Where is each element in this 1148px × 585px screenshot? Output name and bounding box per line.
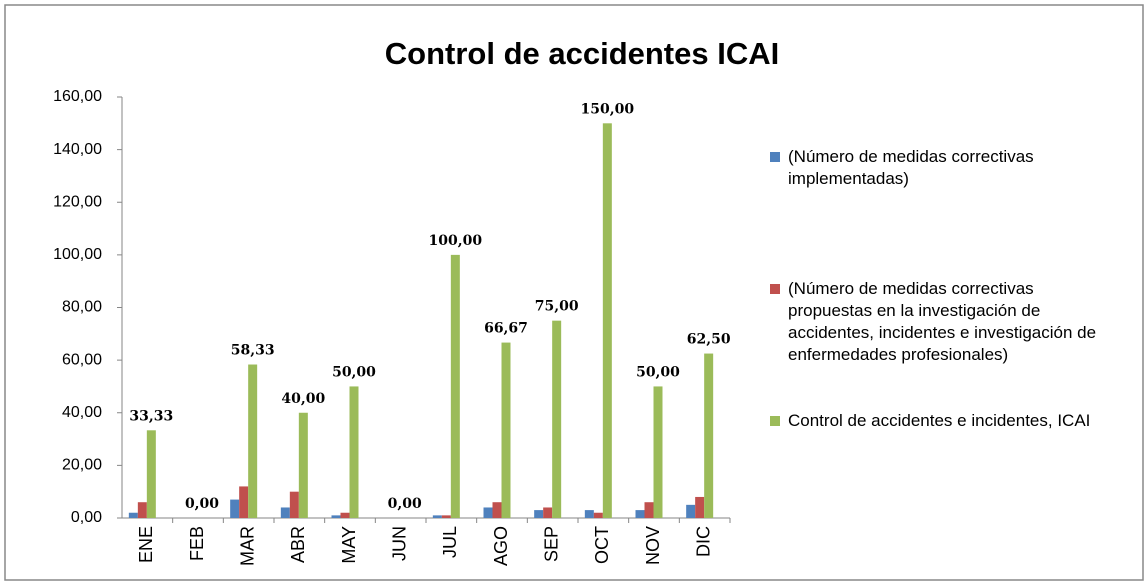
value-label: 150,00 (581, 101, 635, 117)
x-tick-label: JUL (440, 526, 460, 558)
bar (146, 430, 156, 518)
y-tick-label: 140,00 (53, 141, 102, 158)
value-label: 75,00 (535, 299, 579, 315)
value-label: 50,00 (636, 364, 680, 380)
y-tick-label: 80,00 (62, 299, 102, 316)
legend-swatch (770, 416, 780, 426)
bar (230, 499, 240, 518)
chart-border (4, 4, 1144, 581)
x-tick-label: ENE (136, 526, 156, 563)
bar (128, 512, 138, 518)
bar (432, 515, 442, 518)
bar (340, 512, 350, 518)
bar (137, 502, 147, 518)
bar (239, 486, 249, 518)
value-label: 50,00 (332, 364, 376, 380)
value-label: 100,00 (429, 233, 483, 249)
x-tick-label: DIC (693, 526, 713, 557)
legend-entry: (Número de medidas correctivas implement… (770, 146, 1110, 190)
value-label: 62,50 (687, 332, 731, 348)
bar (280, 507, 290, 518)
bar (602, 123, 612, 518)
x-tick-label: AGO (491, 526, 511, 566)
bar (543, 507, 553, 518)
value-label: 66,67 (484, 321, 528, 337)
bar (653, 386, 663, 518)
bar (298, 412, 308, 518)
legend-label: (Número de medidas correctivas propuesta… (788, 279, 1097, 364)
legend-entry: (Número de medidas correctivas propuesta… (770, 278, 1110, 366)
legend-entry: Control de accidentes e incidentes, ICAI (770, 410, 1110, 432)
bar (441, 515, 451, 518)
value-label: 40,00 (281, 391, 325, 407)
bar (552, 320, 562, 518)
bar (686, 504, 696, 518)
bar (584, 510, 594, 518)
x-tick-label: SEP (541, 526, 561, 562)
x-tick-label: ABR (288, 526, 308, 563)
y-tick-label: 0,00 (71, 509, 102, 526)
x-tick-label: MAY (339, 526, 359, 564)
legend-swatch (770, 284, 780, 294)
bar (695, 496, 705, 518)
bar (704, 353, 714, 518)
x-tick-label: JUN (389, 526, 409, 561)
bar (289, 491, 299, 518)
bar (501, 342, 511, 518)
bar (248, 364, 258, 518)
y-tick-label: 160,00 (53, 88, 102, 105)
legend-swatch (770, 152, 780, 162)
bar (534, 510, 544, 518)
x-tick-label: OCT (592, 526, 612, 564)
bar (635, 510, 645, 518)
y-tick-label: 120,00 (53, 193, 102, 210)
bar (450, 254, 460, 518)
y-tick-label: 60,00 (62, 351, 102, 368)
x-tick-label: NOV (643, 526, 663, 565)
value-label: 33,33 (129, 408, 173, 424)
bar (593, 512, 603, 518)
bar (349, 386, 359, 518)
y-tick-label: 100,00 (53, 246, 102, 263)
bar (492, 502, 502, 518)
y-tick-label: 20,00 (62, 457, 102, 474)
x-tick-label: FEB (187, 526, 207, 561)
value-label: 0,00 (388, 496, 422, 512)
value-label: 0,00 (185, 496, 219, 512)
bar (483, 507, 493, 518)
bar (331, 515, 341, 518)
legend-label: (Número de medidas correctivas implement… (788, 147, 1034, 188)
value-label: 58,33 (231, 343, 275, 359)
chart-title: Control de accidentes ICAI (385, 36, 779, 71)
bar (644, 502, 654, 518)
y-tick-label: 40,00 (62, 404, 102, 421)
x-tick-label: MAR (237, 526, 257, 566)
legend-label: Control de accidentes e incidentes, ICAI (788, 411, 1091, 430)
